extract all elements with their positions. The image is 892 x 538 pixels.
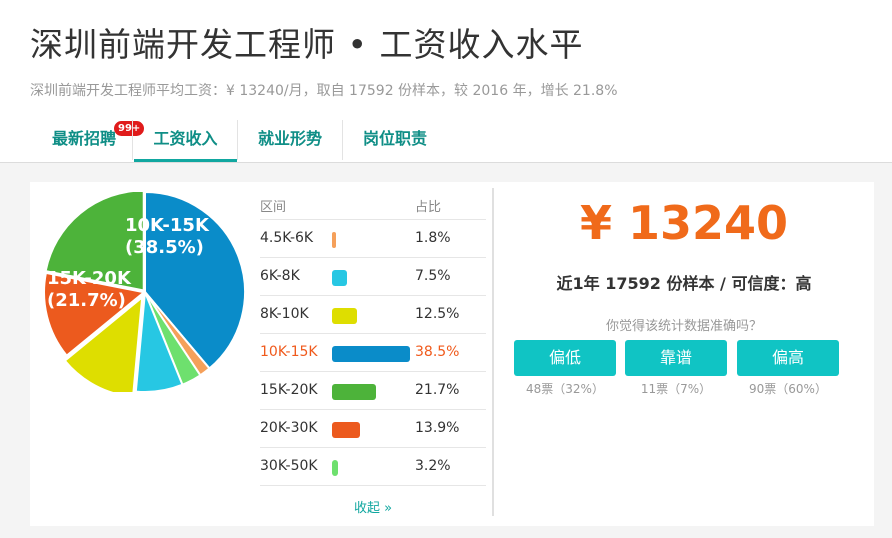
- salary-distribution-table: 区间 占比 4.5K-6K 1.8% 6K-8K 7.5% 8K-10K 12.5% 10K…: [260, 192, 486, 486]
- table-row: 30K-50K 3.2%: [260, 448, 486, 486]
- table-row: 4.5K-6K 1.8%: [260, 220, 486, 258]
- range-label: 20K-30K: [260, 420, 318, 436]
- tab-label: 就业形势: [258, 129, 322, 148]
- slice-pct: (38.5%): [125, 237, 209, 259]
- page-header: 深圳前端开发工程师 • 工资收入水平 深圳前端开发工程师平均工资：¥ 13240…: [0, 0, 892, 163]
- vote-accurate-button[interactable]: 靠谱: [625, 340, 727, 376]
- range-bar: [332, 270, 347, 286]
- table-row: 15K-20K 21.7%: [260, 372, 486, 410]
- table-row: 8K-10K 12.5%: [260, 296, 486, 334]
- percent-value: 13.9%: [415, 420, 459, 436]
- pie-label-10k-15k: 10K-15K (38.5%): [125, 215, 209, 259]
- column-header-percent: 占比: [415, 196, 441, 215]
- range-bar: [332, 422, 360, 438]
- vote-high-count: 90票（60%）: [737, 380, 839, 397]
- range-bar: [332, 384, 376, 400]
- average-salary: ¥ 13240: [494, 196, 874, 250]
- table-body: 4.5K-6K 1.8% 6K-8K 7.5% 8K-10K 12.5% 10K-15K 38…: [260, 220, 486, 486]
- tab-latest-jobs[interactable]: 最新招聘: [46, 120, 122, 162]
- tab-responsibilities[interactable]: 岗位职责: [343, 120, 447, 162]
- tab-label: 最新招聘: [52, 129, 116, 148]
- accuracy-question: 你觉得该统计数据准确吗？: [494, 315, 874, 334]
- range-label: 30K-50K: [260, 458, 318, 474]
- vote-low-button[interactable]: 偏低: [514, 340, 616, 376]
- percent-value: 3.2%: [415, 458, 451, 474]
- table-row: 20K-30K 13.9%: [260, 410, 486, 448]
- percent-value: 38.5%: [415, 344, 459, 360]
- slice-pct: (21.7%): [47, 290, 131, 312]
- range-label: 15K-20K: [260, 382, 318, 398]
- percent-value: 7.5%: [415, 268, 451, 284]
- table-row: 6K-8K 7.5%: [260, 258, 486, 296]
- pie-label-15k-20k: 15K-20K (21.7%): [47, 268, 131, 312]
- collapse-link[interactable]: 收起 »: [260, 497, 486, 516]
- range-label: 10K-15K: [260, 344, 318, 360]
- range-bar: [332, 232, 336, 248]
- range-label: 4.5K-6K: [260, 230, 313, 246]
- salary-card: 10K-15K (38.5%) 15K-20K (21.7%) 区间 占比 4.…: [30, 182, 874, 526]
- sample-info: 近1年 17592 份样本 / 可信度：高: [494, 270, 874, 294]
- slice-name: 10K-15K: [125, 215, 209, 237]
- tab-label: 岗位职责: [363, 129, 427, 148]
- percent-value: 1.8%: [415, 230, 451, 246]
- column-header-range: 区间: [260, 196, 286, 215]
- page-subtitle: 深圳前端开发工程师平均工资：¥ 13240/月，取自 17592 份样本，较 2…: [30, 80, 618, 100]
- tab-label: 工资收入: [153, 129, 217, 148]
- page-title: 深圳前端开发工程师 • 工资收入水平: [30, 18, 583, 66]
- range-label: 8K-10K: [260, 306, 309, 322]
- tab-divider: [132, 120, 133, 160]
- range-label: 6K-8K: [260, 268, 300, 284]
- vote-high-button[interactable]: 偏高: [737, 340, 839, 376]
- range-bar: [332, 460, 338, 476]
- vote-low-count: 48票（32%）: [514, 380, 616, 397]
- tab-employment[interactable]: 就业形势: [238, 120, 342, 162]
- percent-value: 12.5%: [415, 306, 459, 322]
- percent-value: 21.7%: [415, 382, 459, 398]
- range-bar: [332, 346, 410, 362]
- salary-pie-chart: 10K-15K (38.5%) 15K-20K (21.7%): [45, 192, 245, 392]
- slice-name: 15K-20K: [47, 268, 131, 290]
- tab-salary[interactable]: 工资收入: [134, 120, 237, 162]
- table-header: 区间 占比: [260, 192, 486, 220]
- vote-accurate-count: 11票（7%）: [625, 380, 727, 397]
- table-row: 10K-15K 38.5%: [260, 334, 486, 372]
- range-bar: [332, 308, 357, 324]
